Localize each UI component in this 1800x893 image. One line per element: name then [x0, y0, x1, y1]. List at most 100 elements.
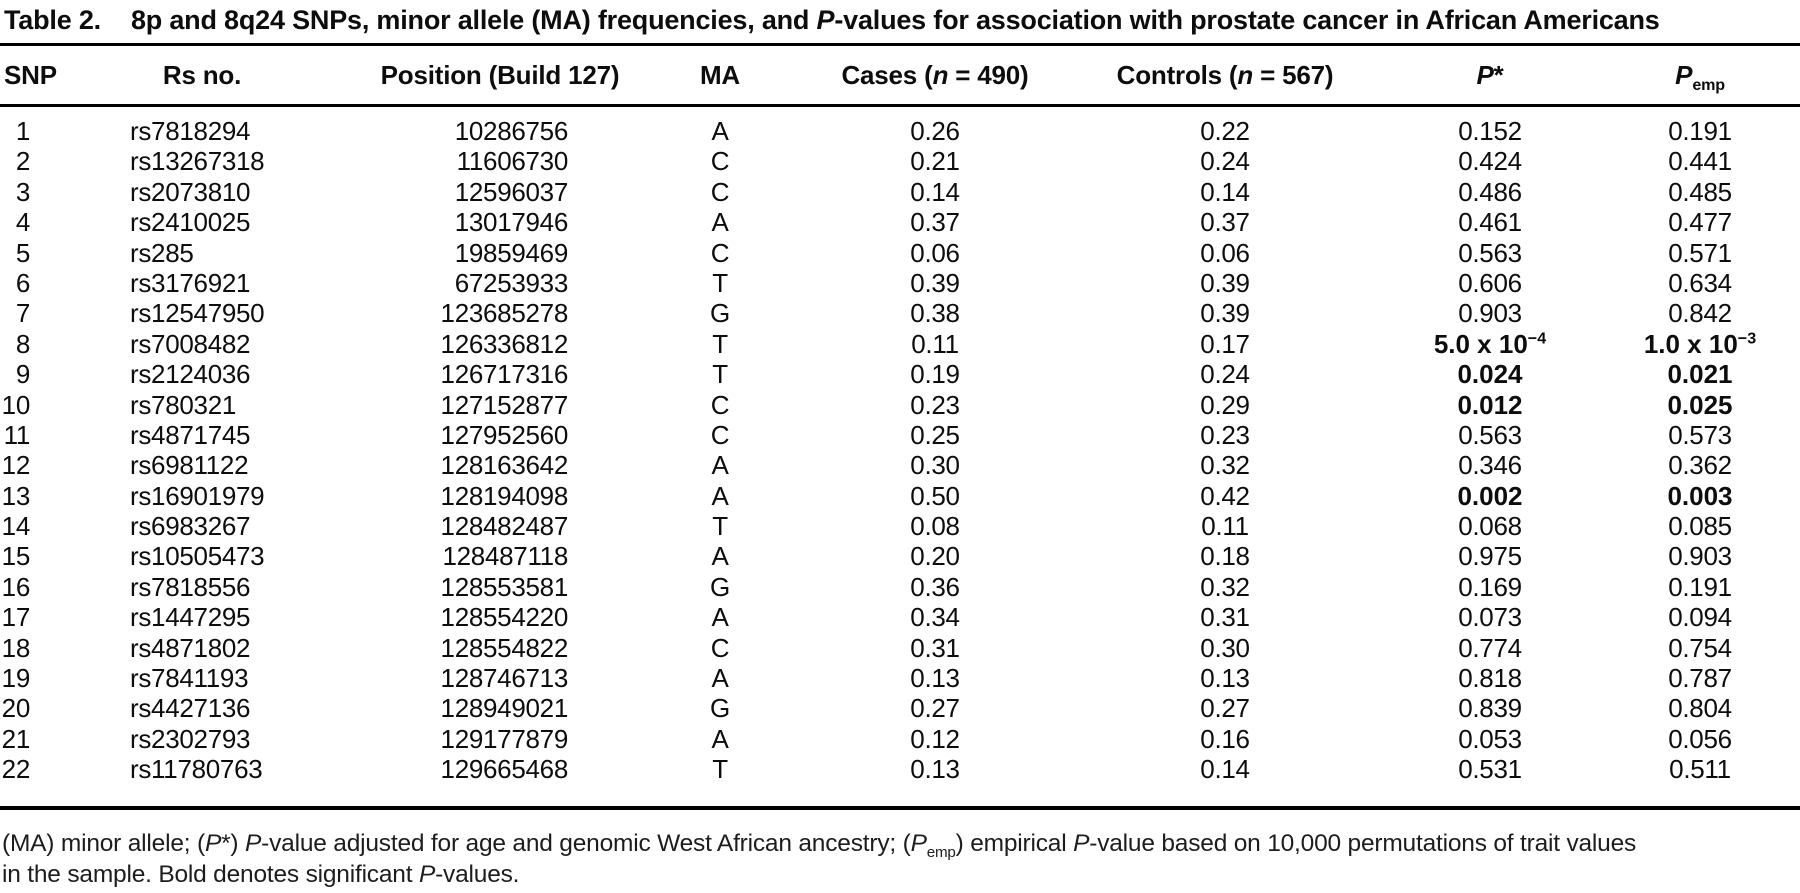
cell-pos: 67253933 [454, 267, 569, 298]
cell-pemp: 0.003 [1667, 480, 1733, 511]
cell-cases: 0.37 [910, 207, 960, 238]
cell-cases: 0.11 [911, 328, 959, 359]
cell-pemp: 0.571 [1668, 237, 1732, 268]
cell-snp: 13 [1, 480, 31, 511]
cell-pos: 126336812 [440, 328, 569, 359]
footnote: (MA) minor allele; (P*) P-value adjusted… [2, 829, 1637, 888]
cell-controls: 0.11 [1201, 511, 1249, 542]
cell-controls: 0.14 [1200, 176, 1250, 207]
cell-pos: 128482487 [440, 511, 569, 542]
cell-cases: 0.34 [910, 602, 960, 633]
table-row: 1 rs7818294 10286756 A 0.26 0.22 0.152 0.191 [0, 116, 1800, 146]
cell-rs: rs4427136 [130, 693, 251, 724]
cell-pemp: 0.056 [1668, 723, 1732, 754]
cell-pemp: 0.903 [1668, 541, 1732, 572]
table-row: 6 rs3176921 67253933 T 0.39 0.39 0.606 0.634 [0, 268, 1800, 298]
cell-snp: 15 [1, 541, 31, 572]
table-row: 12 rs6981122 128163642 A 0.30 0.32 0.346 0.362 [0, 450, 1800, 480]
cell-controls: 0.18 [1200, 541, 1250, 572]
table-body: 1 rs7818294 10286756 A 0.26 0.22 0.152 0.191 2 rs… [0, 107, 1800, 810]
table-row: 16 rs7818556 128553581 G 0.36 0.32 0.169 0.191 [0, 572, 1800, 602]
cell-snp: 3 [15, 176, 30, 207]
cell-snp: 10 [1, 389, 31, 420]
table-row: 22 rs11780763 129665468 T 0.13 0.14 0.531 0.511 [0, 754, 1800, 784]
cell-ma: G [710, 298, 730, 329]
cell-p: 0.774 [1458, 632, 1522, 663]
cell-rs: rs7008482 [130, 328, 251, 359]
cell-controls: 0.22 [1200, 116, 1250, 146]
table-title-text: 8p and 8q24 SNPs, minor allele (MA) freq… [130, 5, 1660, 35]
cell-p: 0.068 [1458, 511, 1522, 542]
cell-pemp: 0.842 [1668, 298, 1732, 329]
cell-ma: A [711, 207, 729, 238]
table-title: Table 2. 8p and 8q24 SNPs, minor allele (… [0, 0, 1800, 46]
cell-controls: 0.06 [1200, 237, 1250, 268]
cell-snp: 12 [1, 450, 31, 481]
cell-pemp: 0.485 [1668, 176, 1732, 207]
cell-p: 0.606 [1458, 267, 1522, 298]
table-row: 4 rs2410025 13017946 A 0.37 0.37 0.461 0.477 [0, 207, 1800, 237]
cell-rs: rs6981122 [130, 450, 249, 481]
cell-controls: 0.32 [1200, 571, 1250, 602]
cell-rs: rs4871745 [130, 419, 251, 450]
column-header-cases: Cases (n = 490) [841, 59, 1029, 90]
cell-pemp: 1.0 x 10−3 [1643, 328, 1757, 359]
cell-controls: 0.39 [1200, 267, 1250, 298]
cell-pos: 19859469 [454, 237, 569, 268]
column-header-p: P* [1476, 59, 1504, 90]
cell-pos: 128487118 [442, 541, 568, 572]
cell-cases: 0.20 [910, 541, 960, 572]
cell-pos: 11606730 [456, 146, 569, 177]
cell-controls: 0.16 [1200, 723, 1250, 754]
cell-pemp: 0.025 [1667, 389, 1733, 420]
cell-snp: 5 [15, 237, 30, 268]
cell-controls: 0.23 [1200, 419, 1250, 450]
cell-cases: 0.19 [910, 359, 960, 390]
cell-ma: C [710, 419, 730, 450]
cell-p: 0.461 [1458, 207, 1522, 238]
table-row: 7 rs12547950 123685278 G 0.38 0.39 0.903 0.842 [0, 298, 1800, 328]
table-row: 17 rs1447295 128554220 A 0.34 0.31 0.073 0.094 [0, 602, 1800, 632]
cell-p: 0.818 [1458, 663, 1522, 694]
cell-controls: 0.13 [1200, 663, 1250, 694]
cell-p: 0.002 [1457, 480, 1523, 511]
column-header-ma: MA [699, 59, 741, 90]
cell-cases: 0.13 [910, 754, 960, 785]
cell-cases: 0.31 [910, 632, 960, 663]
cell-controls: 0.37 [1200, 207, 1250, 238]
cell-ma: A [711, 663, 729, 694]
cell-controls: 0.42 [1200, 480, 1250, 511]
cell-snp: 17 [1, 602, 31, 633]
cell-pemp: 0.754 [1668, 632, 1732, 663]
table-row: 3 rs2073810 12596037 C 0.14 0.14 0.486 0.485 [0, 177, 1800, 207]
table-row: 20 rs4427136 128949021 G 0.27 0.27 0.839 0.804 [0, 693, 1800, 723]
cell-p: 0.152 [1458, 116, 1522, 146]
table-row: 18 rs4871802 128554822 C 0.31 0.30 0.774 0.754 [0, 633, 1800, 663]
column-header-position: Position (Build 127) [380, 59, 620, 90]
table-number-label: Table 2. [4, 5, 101, 35]
cell-pos: 10286756 [454, 116, 569, 146]
cell-rs: rs7841193 [130, 663, 249, 694]
cell-p: 0.053 [1458, 723, 1522, 754]
cell-pos: 129665468 [440, 754, 569, 785]
cell-controls: 0.24 [1200, 146, 1250, 177]
cell-snp: 2 [15, 146, 30, 177]
cell-rs: rs2410025 [130, 207, 251, 238]
cell-rs: rs3176921 [130, 267, 251, 298]
cell-pemp: 0.021 [1667, 359, 1733, 390]
cell-cases: 0.27 [910, 693, 960, 724]
cell-pemp: 0.191 [1668, 571, 1732, 602]
cell-ma: C [710, 632, 730, 663]
cell-pemp: 0.094 [1668, 602, 1732, 633]
cell-ma: G [710, 693, 730, 724]
cell-ma: G [710, 571, 730, 602]
cell-p: 0.486 [1458, 176, 1522, 207]
cell-pos: 123685278 [440, 298, 569, 329]
cell-snp: 6 [15, 267, 30, 298]
table-row: 15 rs10505473 128487118 A 0.20 0.18 0.975 0.903 [0, 541, 1800, 571]
cell-pos: 13017946 [454, 207, 569, 238]
cell-p: 0.012 [1457, 389, 1523, 420]
table-row: 14 rs6983267 128482487 T 0.08 0.11 0.068 0.085 [0, 511, 1800, 541]
cell-snp: 18 [1, 632, 31, 663]
cell-ma: C [710, 389, 730, 420]
